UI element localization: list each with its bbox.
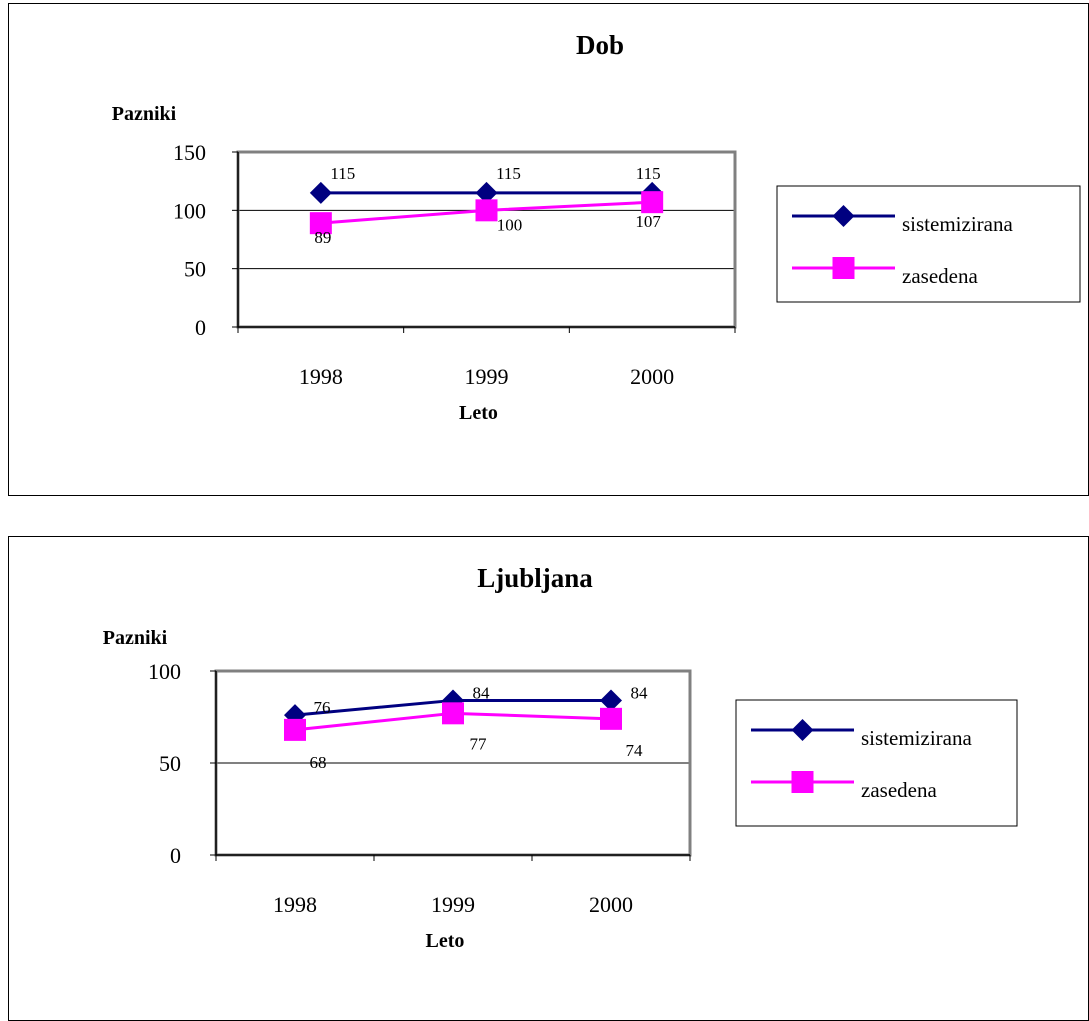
y-tick-label: 50	[184, 257, 206, 282]
x-tick-label: 1999	[431, 892, 475, 917]
y-tick-label: 100	[148, 659, 181, 684]
y-axis-label: Pazniki	[112, 103, 177, 125]
data-label-zasedena: 77	[470, 734, 488, 753]
legend-marker-zasedena	[791, 771, 814, 793]
data-label-sistemizirana: 84	[473, 683, 491, 702]
legend-label-zasedena: zasedena	[861, 778, 937, 802]
x-tick-label: 1998	[299, 364, 343, 389]
x-tick-label: 1999	[465, 364, 509, 389]
chart-title: Ljubljana	[477, 563, 593, 593]
data-label-sistemizirana: 115	[330, 164, 355, 183]
chart-dob: Dob Pazniki 0 50 100 150 1998 1999 2000 Leto 115 11…	[112, 30, 1081, 424]
data-point-zasedena	[442, 702, 464, 725]
data-label-zasedena: 107	[635, 212, 661, 231]
data-point-sistemizirana	[475, 181, 498, 204]
chart-ljubljana: Ljubljana Pazniki 0 50 100 1998 1999 2000 Leto 76…	[103, 563, 1018, 952]
data-label-sistemizirana: 115	[496, 164, 521, 183]
data-point-sistemizirana	[309, 181, 332, 204]
y-tick-label: 100	[173, 198, 206, 223]
y-tick-label: 150	[173, 140, 206, 165]
legend-marker-zasedena	[832, 257, 855, 279]
data-point-zasedena	[284, 718, 306, 741]
legend-label-sistemizirana: sistemizirana	[861, 726, 972, 750]
legend-box	[776, 185, 1081, 303]
chart-panel-ljubljana: Ljubljana Pazniki 0 50 100 1998 1999 2000 Leto 76…	[8, 536, 1089, 1021]
data-label-sistemizirana: 84	[631, 683, 649, 702]
data-label-zasedena: 100	[497, 215, 523, 234]
y-tick-label: 50	[159, 751, 181, 776]
data-point-sistemizirana	[600, 689, 622, 712]
x-axis-label: Leto	[426, 930, 465, 952]
x-tick-label: 2000	[589, 892, 633, 917]
legend-label-zasedena: zasedena	[902, 264, 978, 288]
data-point-zasedena	[641, 191, 664, 214]
data-label-sistemizirana: 76	[314, 698, 331, 717]
data-label-zasedena: 74	[626, 741, 644, 760]
legend-marker-sistemizirana	[832, 205, 855, 227]
y-tick-label: 0	[170, 843, 181, 868]
data-point-zasedena	[475, 199, 498, 222]
data-label-zasedena: 89	[314, 228, 331, 247]
x-tick-label: 2000	[630, 364, 674, 389]
legend-marker-sistemizirana	[791, 719, 814, 741]
y-tick-label: 0	[195, 315, 206, 340]
legend-box	[735, 699, 1018, 827]
legend-label-sistemizirana: sistemizirana	[902, 212, 1013, 236]
data-label-zasedena: 68	[310, 753, 327, 772]
y-axis-label: Pazniki	[103, 627, 168, 649]
data-point-zasedena	[309, 212, 332, 235]
chart-title: Dob	[576, 30, 624, 60]
x-axis-label: Leto	[459, 402, 498, 424]
data-label-sistemizirana: 115	[636, 164, 661, 183]
data-point-zasedena	[600, 707, 622, 730]
chart-panel-dob: Dob Pazniki 0 50 100 150 1998 1999 2000 Leto 115 11…	[8, 3, 1089, 496]
x-tick-label: 1998	[273, 892, 317, 917]
data-point-sistemizirana	[284, 704, 306, 727]
